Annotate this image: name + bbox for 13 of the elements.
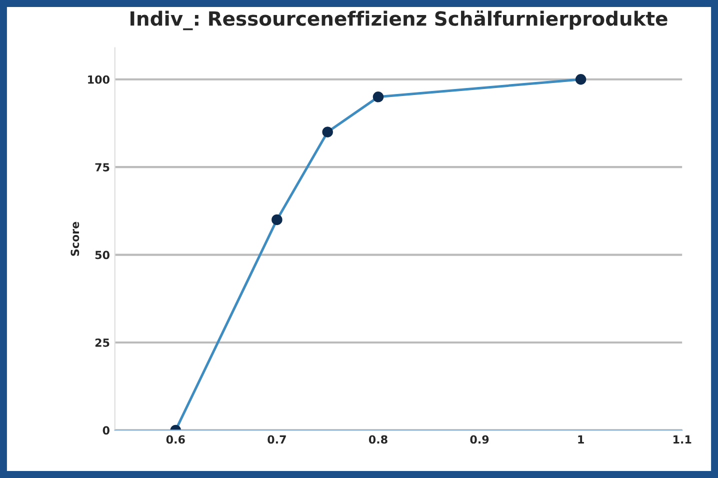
x-tick-label: 1.1 [674, 435, 692, 444]
y-tick-label: 25 [95, 338, 110, 347]
chart-title: Indiv_: Ressourceneffizienz Schälfurnierprodukte [130, 10, 668, 30]
x-tick-label: 0.9 [470, 435, 489, 444]
x-tick-label: 0.8 [368, 435, 388, 444]
x-tick-label: 0.7 [268, 435, 286, 444]
y-axis-title: Score [70, 222, 80, 256]
y-tick-label: 50 [95, 250, 110, 260]
x-tick-label: 1 [578, 435, 584, 444]
y-tick-label: 0 [102, 426, 110, 435]
y-tick-label: 100 [88, 75, 110, 84]
y-tick-label: 75 [95, 163, 110, 172]
x-tick-label: 0.6 [166, 435, 185, 444]
